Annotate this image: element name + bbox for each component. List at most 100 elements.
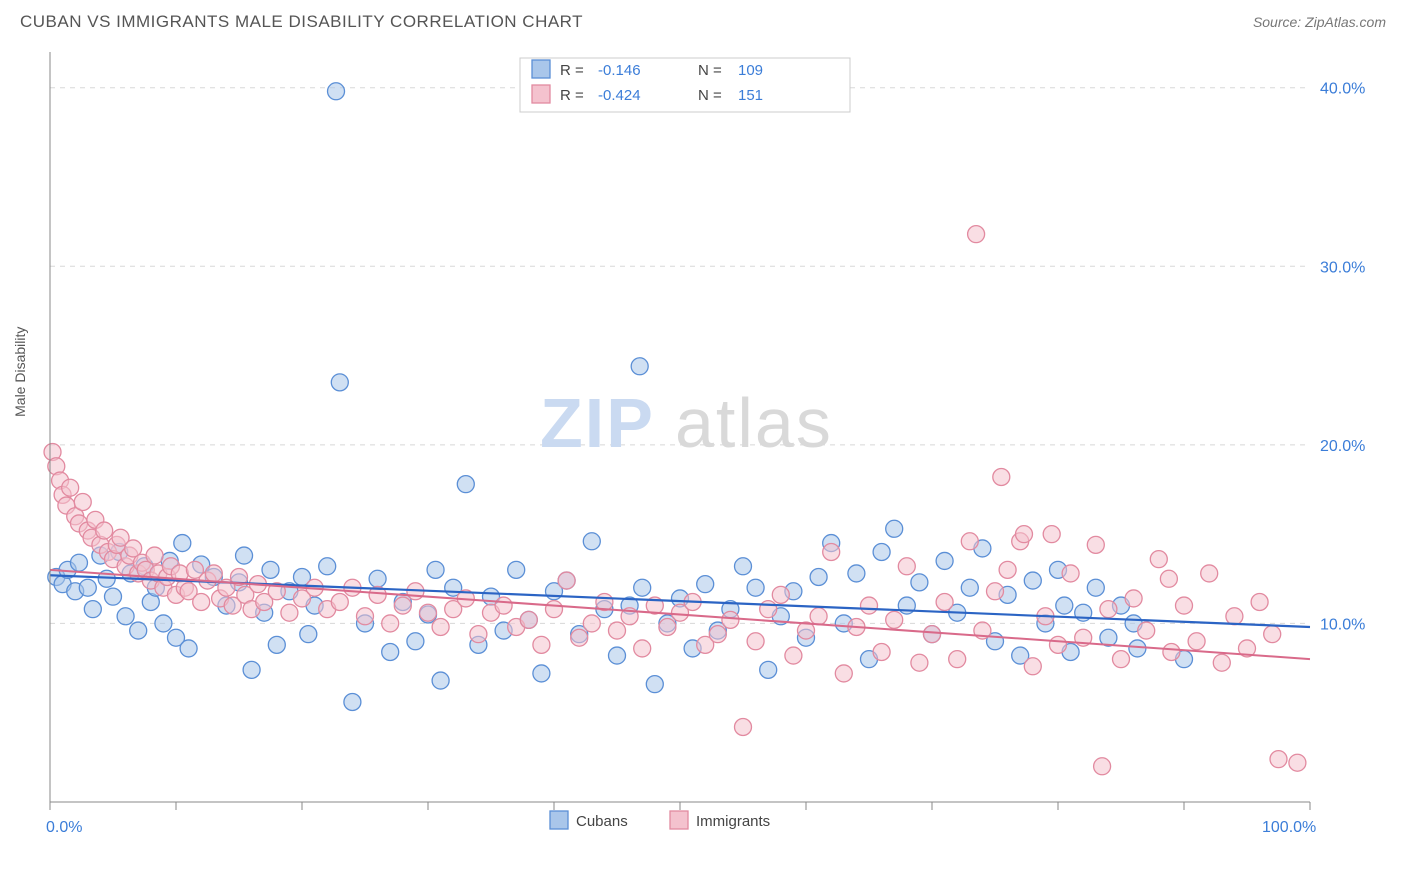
data-point — [533, 665, 550, 682]
data-point — [105, 588, 122, 605]
x-tick-right: 100.0% — [1262, 819, 1316, 836]
data-point — [659, 619, 676, 636]
data-point — [1213, 654, 1230, 671]
data-point — [427, 561, 444, 578]
data-point — [193, 594, 210, 611]
data-point — [949, 651, 966, 668]
data-point — [1188, 633, 1205, 650]
data-point — [1024, 572, 1041, 589]
data-point — [1270, 751, 1287, 768]
chart-source: Source: ZipAtlas.com — [1253, 14, 1386, 30]
data-point — [1150, 551, 1167, 568]
data-point — [1094, 758, 1111, 775]
data-point — [571, 629, 588, 646]
data-point — [993, 469, 1010, 486]
data-point — [722, 611, 739, 628]
data-point — [1056, 597, 1073, 614]
data-point — [1176, 597, 1193, 614]
data-point — [457, 476, 474, 493]
data-point — [911, 574, 928, 591]
data-point — [533, 636, 550, 653]
legend-r-label: R = — [560, 87, 584, 104]
data-point — [1043, 526, 1060, 543]
data-point — [520, 611, 537, 628]
legend-n-label: N = — [698, 87, 722, 104]
data-point — [382, 615, 399, 632]
data-point — [760, 601, 777, 618]
legend-swatch — [532, 85, 550, 103]
data-point — [810, 608, 827, 625]
data-point — [924, 626, 941, 643]
data-point — [709, 626, 726, 643]
data-point — [873, 544, 890, 561]
data-point — [785, 647, 802, 664]
data-point — [243, 661, 260, 678]
data-point — [546, 601, 563, 618]
data-point — [96, 522, 113, 539]
data-point — [84, 601, 101, 618]
data-point — [331, 594, 348, 611]
data-point — [328, 83, 345, 100]
data-point — [1226, 608, 1243, 625]
data-point — [205, 565, 222, 582]
data-point — [420, 604, 437, 621]
data-point — [1163, 644, 1180, 661]
legend-bottom-swatch — [550, 811, 568, 829]
data-point — [747, 633, 764, 650]
data-point — [1015, 526, 1032, 543]
data-point — [369, 570, 386, 587]
data-point — [319, 558, 336, 575]
data-point — [432, 672, 449, 689]
data-point — [961, 533, 978, 550]
source-prefix: Source: — [1253, 14, 1305, 30]
data-point — [268, 636, 285, 653]
data-point — [70, 554, 87, 571]
data-point — [117, 608, 134, 625]
data-point — [74, 494, 91, 511]
data-point — [1113, 651, 1130, 668]
scatter-chart: 10.0%20.0%30.0%40.0%ZIPatlas0.0%100.0%R … — [20, 42, 1370, 882]
data-point — [936, 594, 953, 611]
data-point — [760, 661, 777, 678]
data-point — [886, 611, 903, 628]
data-point — [1129, 640, 1146, 657]
data-point — [1100, 601, 1117, 618]
data-point — [262, 561, 279, 578]
data-point — [407, 633, 424, 650]
data-point — [357, 608, 374, 625]
data-point — [1024, 658, 1041, 675]
data-point — [936, 552, 953, 569]
source-name: ZipAtlas.com — [1305, 14, 1386, 30]
data-point — [1050, 636, 1067, 653]
data-point — [394, 597, 411, 614]
data-point — [583, 615, 600, 632]
data-point — [180, 640, 197, 657]
data-point — [146, 547, 163, 564]
legend-r-value: -0.146 — [598, 62, 641, 79]
legend-n-label: N = — [698, 62, 722, 79]
data-point — [697, 576, 714, 593]
data-point — [1289, 754, 1306, 771]
data-point — [735, 719, 752, 736]
legend-bottom-label: Cubans — [576, 813, 628, 830]
chart-title: CUBAN VS IMMIGRANTS MALE DISABILITY CORR… — [20, 12, 583, 32]
data-point — [1251, 594, 1268, 611]
chart-header: CUBAN VS IMMIGRANTS MALE DISABILITY CORR… — [0, 0, 1406, 42]
data-point — [873, 644, 890, 661]
legend-r-label: R = — [560, 62, 584, 79]
data-point — [344, 694, 361, 711]
data-point — [300, 626, 317, 643]
data-point — [848, 565, 865, 582]
y-axis-label: Male Disability — [12, 327, 28, 417]
data-point — [558, 572, 575, 589]
data-point — [236, 547, 253, 564]
data-point — [772, 586, 789, 603]
data-point — [886, 520, 903, 537]
watermark-zip: ZIP — [540, 384, 655, 462]
data-point — [999, 561, 1016, 578]
data-point — [470, 626, 487, 643]
data-point — [432, 619, 449, 636]
data-point — [609, 647, 626, 664]
data-point — [174, 535, 191, 552]
data-point — [1087, 536, 1104, 553]
